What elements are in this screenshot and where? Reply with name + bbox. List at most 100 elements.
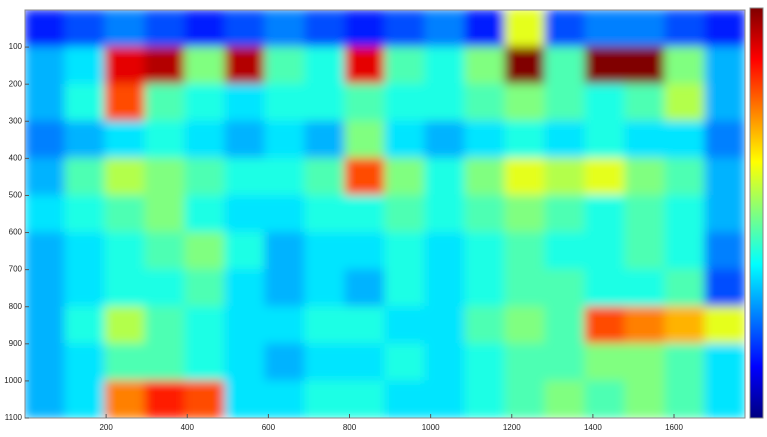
y-tick-label: 1000 — [4, 376, 22, 385]
heat-cell — [545, 380, 586, 418]
heat-cell — [225, 306, 266, 344]
x-tick-label: 800 — [343, 423, 357, 432]
heat-cell — [145, 306, 186, 344]
heat-cell — [345, 269, 386, 307]
heat-cell — [545, 306, 586, 344]
heat-cell — [185, 121, 226, 159]
heat-cell — [425, 269, 466, 307]
heat-cell — [465, 158, 506, 196]
heat-cell — [65, 158, 106, 196]
heat-cell — [305, 306, 346, 344]
heat-cell — [345, 47, 386, 85]
heat-cell — [265, 380, 306, 418]
heat-cell — [505, 195, 546, 233]
x-tick-label: 400 — [181, 423, 195, 432]
heat-cell — [505, 47, 546, 85]
y-tick-label: 100 — [9, 42, 23, 51]
heat-cell — [65, 121, 106, 159]
heat-cell — [265, 47, 306, 85]
heat-cell — [465, 47, 506, 85]
heat-cell — [425, 121, 466, 159]
heat-cell — [385, 195, 426, 233]
heat-cell — [265, 232, 306, 270]
heat-cell — [705, 47, 746, 85]
heat-cell — [545, 195, 586, 233]
y-tick-label: 700 — [9, 265, 23, 274]
heat-cell — [665, 10, 706, 48]
heat-cell — [345, 121, 386, 159]
heat-cell — [145, 121, 186, 159]
heat-cell — [105, 47, 146, 85]
heat-cell — [25, 306, 66, 344]
heat-cell — [25, 10, 66, 48]
heat-cell — [25, 47, 66, 85]
heat-cell — [225, 195, 266, 233]
heat-cell — [625, 47, 666, 85]
heat-cell — [465, 232, 506, 270]
y-tick-label: 800 — [9, 302, 23, 311]
chart: 2004006008001000120014001600100200300400… — [0, 0, 767, 437]
heat-cell — [385, 343, 426, 381]
heat-cell — [105, 306, 146, 344]
heat-cell — [385, 47, 426, 85]
heat-cell — [625, 380, 666, 418]
heat-cell — [465, 380, 506, 418]
heat-cell — [305, 47, 346, 85]
heat-cell — [625, 269, 666, 307]
heat-cell — [705, 121, 746, 159]
heat-cell — [305, 121, 346, 159]
heat-cell — [185, 232, 226, 270]
heat-cell — [625, 306, 666, 344]
heat-cell — [345, 306, 386, 344]
heat-cell — [465, 10, 506, 48]
heat-cell — [305, 195, 346, 233]
heat-cell — [145, 158, 186, 196]
heat-cell — [305, 158, 346, 196]
heat-cell — [585, 380, 626, 418]
heat-cell — [345, 343, 386, 381]
x-tick-label: 1000 — [422, 423, 440, 432]
heat-cell — [665, 269, 706, 307]
heat-cell — [705, 306, 746, 344]
heat-cell — [185, 343, 226, 381]
heat-cell — [545, 343, 586, 381]
heat-cell — [585, 343, 626, 381]
heat-cell — [505, 269, 546, 307]
heat-cell — [705, 84, 746, 122]
heat-cell — [545, 47, 586, 85]
heat-cell — [305, 232, 346, 270]
heat-cell — [345, 380, 386, 418]
heat-cell — [105, 380, 146, 418]
heat-cell — [145, 343, 186, 381]
heat-cell — [65, 232, 106, 270]
heat-cell — [505, 121, 546, 159]
heat-cell — [25, 380, 66, 418]
heat-cell — [545, 10, 586, 48]
heat-cell — [65, 306, 106, 344]
heat-cell — [265, 343, 306, 381]
heat-cell — [345, 232, 386, 270]
heat-cell — [585, 269, 626, 307]
heat-cell — [145, 47, 186, 85]
heat-cell — [225, 47, 266, 85]
heat-cell — [625, 195, 666, 233]
heat-cell — [25, 158, 66, 196]
heat-cell — [185, 269, 226, 307]
heat-cell — [505, 158, 546, 196]
y-tick-label: 200 — [9, 79, 23, 88]
heat-cell — [65, 269, 106, 307]
heat-cell — [505, 10, 546, 48]
heat-cell — [545, 232, 586, 270]
heat-cell — [665, 380, 706, 418]
heat-cell — [185, 195, 226, 233]
heat-cell — [545, 158, 586, 196]
heat-cell — [545, 269, 586, 307]
heat-cell — [425, 380, 466, 418]
heat-cell — [305, 269, 346, 307]
heat-cell — [145, 232, 186, 270]
heat-cell — [705, 195, 746, 233]
heat-cell — [465, 269, 506, 307]
x-tick-label: 1400 — [584, 423, 602, 432]
heat-cell — [25, 195, 66, 233]
heat-cell — [65, 343, 106, 381]
